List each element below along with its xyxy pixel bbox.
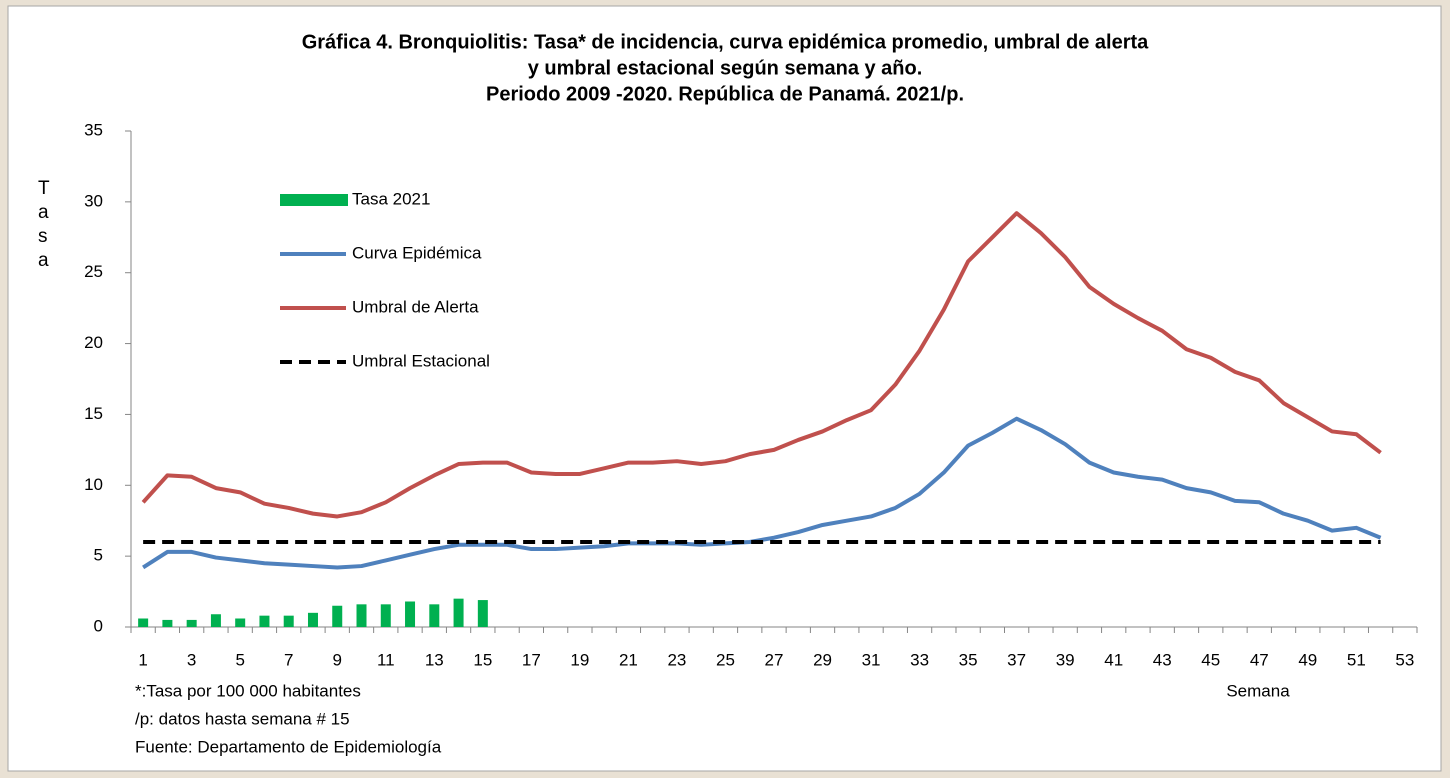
x-tick-label: 9 — [333, 650, 342, 669]
footnote: *:Tasa por 100 000 habitantes — [135, 681, 361, 700]
x-tick-label: 49 — [1298, 650, 1317, 669]
bar — [453, 598, 464, 627]
x-tick-label: 47 — [1250, 650, 1269, 669]
bar — [356, 604, 367, 627]
chart-panel — [7, 5, 1442, 772]
x-tick-label: 15 — [473, 650, 492, 669]
x-tick-label: 23 — [667, 650, 686, 669]
x-tick-label: 53 — [1395, 650, 1414, 669]
bar — [186, 619, 197, 627]
y-axis-label: Tasa — [38, 178, 50, 271]
bar — [405, 601, 416, 627]
x-tick-label: 43 — [1153, 650, 1172, 669]
y-tick-label: 25 — [84, 262, 103, 281]
x-tick-label: 1 — [138, 650, 147, 669]
x-tick-label: 33 — [910, 650, 929, 669]
chart-title: Periodo 2009 -2020. República de Panamá.… — [486, 83, 964, 105]
legend-swatch — [280, 194, 348, 206]
line-series — [142, 416, 1382, 570]
x-tick-label: 35 — [959, 650, 978, 669]
y-tick-label: 0 — [94, 616, 103, 635]
x-tick-label: 21 — [619, 650, 638, 669]
legend-label: Curva Epidémica — [352, 243, 482, 262]
bar — [283, 615, 294, 627]
bar — [162, 619, 173, 627]
x-tick-label: 29 — [813, 650, 832, 669]
bar — [210, 614, 221, 627]
footnote: /p: datos hasta semana # 15 — [135, 709, 350, 728]
line-series — [141, 211, 1382, 519]
x-tick-label: 41 — [1104, 650, 1123, 669]
bar — [307, 612, 318, 627]
bar — [235, 618, 246, 627]
x-tick-label: 37 — [1007, 650, 1026, 669]
x-tick-label: 39 — [1056, 650, 1075, 669]
bar — [380, 604, 391, 627]
chart-title: Gráfica 4. Bronquiolitis: Tasa* de incid… — [302, 31, 1149, 53]
x-tick-label: 19 — [570, 650, 589, 669]
bar — [429, 604, 440, 627]
x-tick-label: 31 — [862, 650, 881, 669]
x-tick-label: 7 — [284, 650, 293, 669]
x-tick-label: 45 — [1201, 650, 1220, 669]
x-axis-label: Semana — [1226, 681, 1290, 700]
x-tick-label: 27 — [765, 650, 784, 669]
bar — [259, 615, 270, 627]
footnote: Fuente: Departamento de Epidemiología — [135, 737, 442, 756]
x-tick-label: 5 — [235, 650, 244, 669]
y-tick-label: 15 — [84, 404, 103, 423]
chart-title: y umbral estacional según semana y año. — [528, 57, 923, 79]
x-tick-label: 51 — [1347, 650, 1366, 669]
y-tick-label: 20 — [84, 333, 103, 352]
y-tick-label: 30 — [84, 191, 103, 210]
bar — [138, 618, 149, 627]
y-tick-label: 35 — [84, 120, 103, 139]
legend-label: Umbral Estacional — [352, 351, 490, 370]
legend-label: Tasa 2021 — [352, 189, 430, 208]
legend-label: Umbral de Alerta — [352, 297, 479, 316]
x-tick-label: 11 — [377, 650, 395, 669]
x-tick-label: 3 — [187, 650, 196, 669]
x-tick-label: 17 — [522, 650, 541, 669]
bar — [477, 600, 488, 627]
x-tick-label: 13 — [425, 650, 444, 669]
bar — [332, 605, 343, 627]
y-tick-label: 5 — [94, 546, 103, 565]
y-tick-label: 10 — [84, 475, 103, 494]
x-tick-label: 25 — [716, 650, 735, 669]
